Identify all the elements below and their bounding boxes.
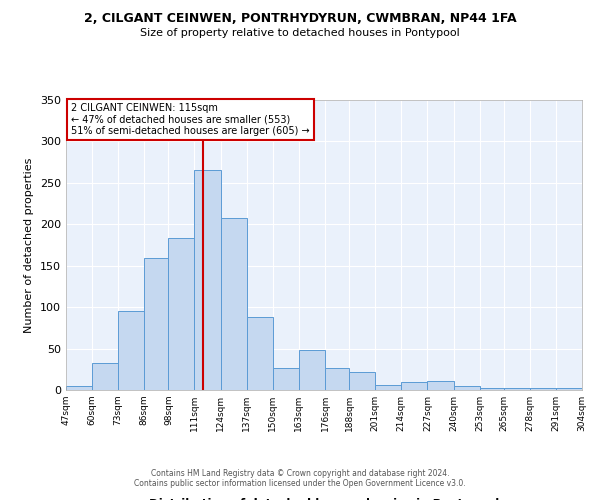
Bar [118,312,145,390]
Bar [145,258,169,390]
Text: Contains HM Land Registry data © Crown copyright and database right 2024.: Contains HM Land Registry data © Crown c… [151,468,449,477]
Bar [247,317,273,390]
Bar [273,368,299,390]
Text: 2 CILGANT CEINWEN: 115sqm
← 47% of detached houses are smaller (553)
51% of semi: 2 CILGANT CEINWEN: 115sqm ← 47% of detac… [71,103,310,136]
Bar [479,388,503,390]
Bar [169,238,194,390]
Y-axis label: Number of detached properties: Number of detached properties [25,158,34,332]
Text: 2, CILGANT CEINWEN, PONTRHYDYRUN, CWMBRAN, NP44 1FA: 2, CILGANT CEINWEN, PONTRHYDYRUN, CWMBRA… [83,12,517,26]
Bar [401,382,427,390]
Bar [375,385,401,390]
Text: Contains public sector information licensed under the Open Government Licence v3: Contains public sector information licen… [134,478,466,488]
Bar [92,362,118,390]
Bar [66,386,92,390]
Bar [556,388,582,390]
Bar [221,218,247,390]
Bar [325,368,349,390]
Bar [530,388,556,390]
Bar [194,170,221,390]
Bar [454,386,479,390]
Bar [503,388,530,390]
X-axis label: Distribution of detached houses by size in Pontypool: Distribution of detached houses by size … [149,498,499,500]
Text: Size of property relative to detached houses in Pontypool: Size of property relative to detached ho… [140,28,460,38]
Bar [427,381,454,390]
Bar [299,350,325,390]
Bar [349,372,375,390]
